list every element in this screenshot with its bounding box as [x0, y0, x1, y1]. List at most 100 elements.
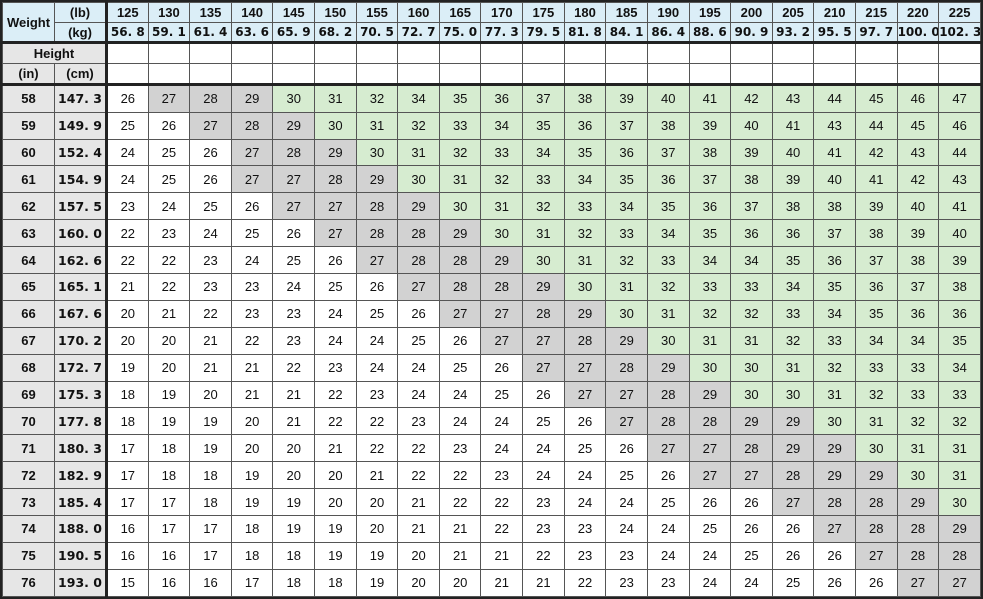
bmi-value-cell: 27 [438, 299, 482, 328]
bmi-value-cell: 28 [355, 192, 399, 221]
bmi-value-cell: 22 [272, 353, 316, 382]
bmi-value-cell: 22 [106, 246, 149, 274]
bmi-value-cell: 33 [771, 299, 815, 328]
bmi-value-cell: 22 [147, 273, 191, 301]
height-in-cell: 62 [2, 192, 55, 221]
blank-header-cell [854, 42, 898, 65]
bmi-value-cell: 34 [896, 326, 940, 355]
height-cm-cell: 167. 6 [54, 299, 108, 328]
height-label-row: Height [2, 42, 981, 65]
bmi-value-cell: 26 [688, 488, 732, 517]
bmi-value-cell: 31 [480, 192, 524, 221]
weight-lb-header: 180 [563, 2, 607, 23]
bmi-value-cell: 24 [688, 568, 732, 598]
bmi-value-cell: 32 [646, 273, 690, 301]
bmi-value-cell: 26 [189, 165, 232, 194]
bmi-value-cell: 31 [854, 407, 898, 436]
blank-header-cell [438, 42, 482, 65]
height-in-cell: 75 [2, 541, 55, 570]
height-row: 69 175. 3 18 19 20 21 21 22 23 24 24 25 26 27 27 28 29 30… [2, 380, 981, 409]
blank-header-cell [189, 63, 232, 86]
bmi-value-cell: 17 [106, 488, 149, 517]
height-in-cell: 64 [2, 246, 55, 274]
bmi-value-cell: 34 [854, 326, 898, 355]
bmi-value-cell: 23 [563, 515, 607, 543]
bmi-value-cell: 18 [272, 541, 316, 570]
bmi-value-cell: 24 [522, 434, 565, 463]
bmi-value-cell: 21 [189, 326, 232, 355]
bmi-value-cell: 33 [813, 326, 856, 355]
bmi-value-cell: 30 [480, 219, 524, 248]
bmi-value-cell: 40 [646, 83, 690, 113]
height-in-cell: 72 [2, 461, 55, 490]
bmi-value-cell: 27 [314, 219, 357, 248]
bmi-value-cell: 32 [688, 299, 732, 328]
bmi-value-cell: 26 [189, 138, 232, 167]
weight-lb-header: 200 [730, 2, 773, 23]
weight-kg-header: 95. 5 [813, 21, 856, 45]
bmi-value-cell: 18 [106, 380, 149, 409]
bmi-value-cell: 38 [771, 192, 815, 221]
bmi-value-cell: 30 [522, 246, 565, 274]
bmi-value-cell: 31 [938, 434, 981, 463]
bmi-value-cell: 20 [106, 326, 149, 355]
blank-header-cell [147, 42, 191, 65]
bmi-value-cell: 28 [355, 219, 399, 248]
height-cm-cell: 154. 9 [54, 165, 108, 194]
bmi-value-cell: 22 [355, 407, 399, 436]
height-in-cell: 76 [2, 568, 55, 598]
bmi-value-cell: 24 [438, 380, 482, 409]
bmi-value-cell: 24 [230, 246, 274, 274]
bmi-value-cell: 37 [688, 165, 732, 194]
bmi-value-cell: 30 [938, 488, 981, 517]
bmi-value-cell: 30 [438, 192, 482, 221]
bmi-value-cell: 29 [355, 165, 399, 194]
height-in-cell: 59 [2, 111, 55, 140]
bmi-value-cell: 37 [854, 246, 898, 274]
weight-lb-header: 150 [314, 2, 357, 23]
bmi-value-cell: 24 [314, 299, 357, 328]
bmi-value-cell: 23 [522, 515, 565, 543]
bmi-value-cell: 21 [438, 515, 482, 543]
bmi-value-cell: 22 [397, 461, 440, 490]
bmi-value-cell: 25 [355, 299, 399, 328]
weight-lb-header: 165 [438, 2, 482, 23]
bmi-value-cell: 30 [771, 380, 815, 409]
bmi-value-cell: 33 [646, 246, 690, 274]
bmi-value-cell: 28 [896, 515, 940, 543]
blank-header-cell [813, 42, 856, 65]
bmi-value-cell: 23 [355, 380, 399, 409]
height-row: 71 180. 3 17 18 19 20 20 21 22 22 23 24 24 25 26 27 27 28… [2, 434, 981, 463]
bmi-value-cell: 25 [189, 192, 232, 221]
bmi-value-cell: 33 [438, 111, 482, 140]
bmi-value-cell: 19 [355, 541, 399, 570]
bmi-value-cell: 23 [106, 192, 149, 221]
bmi-value-cell: 32 [896, 407, 940, 436]
height-cm-cell: 170. 2 [54, 326, 108, 355]
bmi-value-cell: 27 [480, 299, 524, 328]
bmi-value-cell: 24 [355, 326, 399, 355]
weight-lb-header: 135 [189, 2, 232, 23]
bmi-value-cell: 31 [730, 326, 773, 355]
weight-kg-header: 90. 9 [730, 21, 773, 45]
bmi-value-cell: 16 [106, 515, 149, 543]
bmi-value-cell: 34 [730, 246, 773, 274]
bmi-value-cell: 27 [563, 380, 607, 409]
bmi-value-cell: 35 [522, 111, 565, 140]
bmi-value-cell: 27 [688, 434, 732, 463]
bmi-value-cell: 32 [771, 326, 815, 355]
bmi-value-cell: 28 [730, 434, 773, 463]
bmi-value-cell: 30 [314, 111, 357, 140]
bmi-value-cell: 31 [605, 273, 648, 301]
bmi-value-cell: 22 [189, 299, 232, 328]
bmi-value-cell: 34 [688, 246, 732, 274]
bmi-value-cell: 29 [771, 407, 815, 436]
bmi-value-cell: 30 [646, 326, 690, 355]
bmi-value-cell: 29 [688, 380, 732, 409]
height-row: 58 147. 3 26 27 28 29 30 31 32 34 35 36 37 38 39 40 41 42… [2, 83, 981, 113]
weight-lb-header: 155 [355, 2, 399, 23]
bmi-value-cell: 27 [147, 83, 191, 113]
bmi-value-cell: 22 [230, 326, 274, 355]
bmi-value-cell: 38 [688, 138, 732, 167]
blank-header-cell [147, 63, 191, 86]
